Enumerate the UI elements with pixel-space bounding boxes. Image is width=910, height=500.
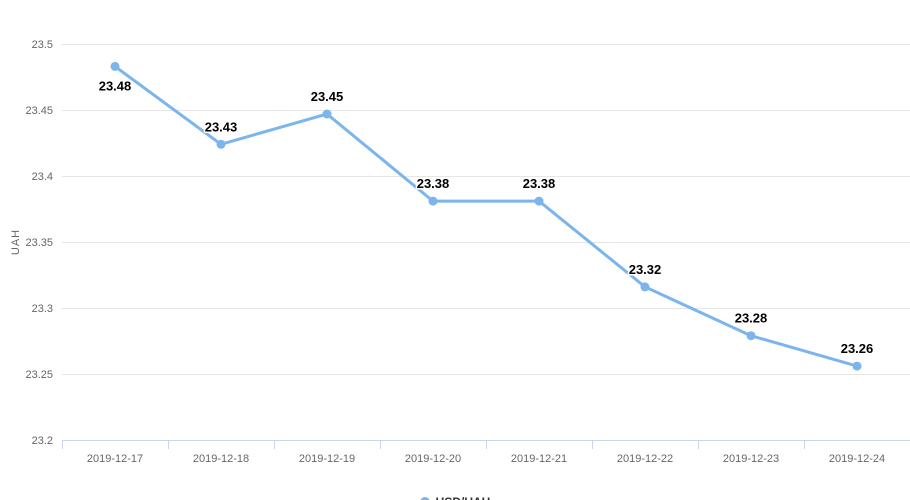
data-point-marker[interactable]	[746, 331, 756, 341]
y-tick-label: 23.35	[25, 237, 53, 249]
x-tick-label: 2019-12-20	[405, 453, 461, 465]
series-line-usd-uah	[113, 64, 859, 368]
data-point-label: 23.38	[417, 176, 450, 191]
data-point-label: 23.45	[311, 89, 344, 104]
data-point-label: 23.28	[735, 311, 768, 326]
y-tick-label: 23.45	[25, 105, 53, 117]
data-point-marker[interactable]	[852, 361, 862, 371]
data-point-marker[interactable]	[216, 139, 226, 149]
legend-series-marker-icon	[419, 497, 430, 500]
data-point-marker[interactable]	[428, 196, 438, 206]
x-tick-label: 2019-12-19	[299, 453, 355, 465]
data-point-marker[interactable]	[640, 282, 650, 292]
x-tick-label: 2019-12-24	[829, 453, 885, 465]
x-tick-label: 2019-12-17	[87, 453, 143, 465]
data-point-marker[interactable]	[110, 61, 120, 71]
data-point-label: 23.26	[841, 341, 874, 356]
x-tick-label: 2019-12-23	[723, 453, 779, 465]
x-tick-label: 2019-12-21	[511, 453, 567, 465]
y-tick-label: 23.5	[32, 39, 53, 51]
data-point-label: 23.43	[205, 119, 238, 134]
data-point-label: 23.38	[523, 176, 556, 191]
data-point-marker[interactable]	[322, 109, 332, 119]
x-tick-label: 2019-12-18	[193, 453, 249, 465]
legend-series-label: USD/UAH	[436, 495, 491, 500]
y-tick-label: 23.3	[32, 303, 53, 315]
y-tick-label: 23.25	[25, 369, 53, 381]
x-tick-label: 2019-12-22	[617, 453, 673, 465]
y-axis-title: UAH	[10, 228, 22, 256]
data-point-marker[interactable]	[534, 196, 544, 206]
data-point-label: 23.32	[629, 262, 662, 277]
y-tick-label: 23.2	[32, 435, 53, 447]
legend-item-usd-uah[interactable]: USD/UAH	[0, 495, 910, 500]
data-point-label: 23.48	[99, 78, 132, 93]
y-tick-label: 23.4	[32, 171, 53, 183]
